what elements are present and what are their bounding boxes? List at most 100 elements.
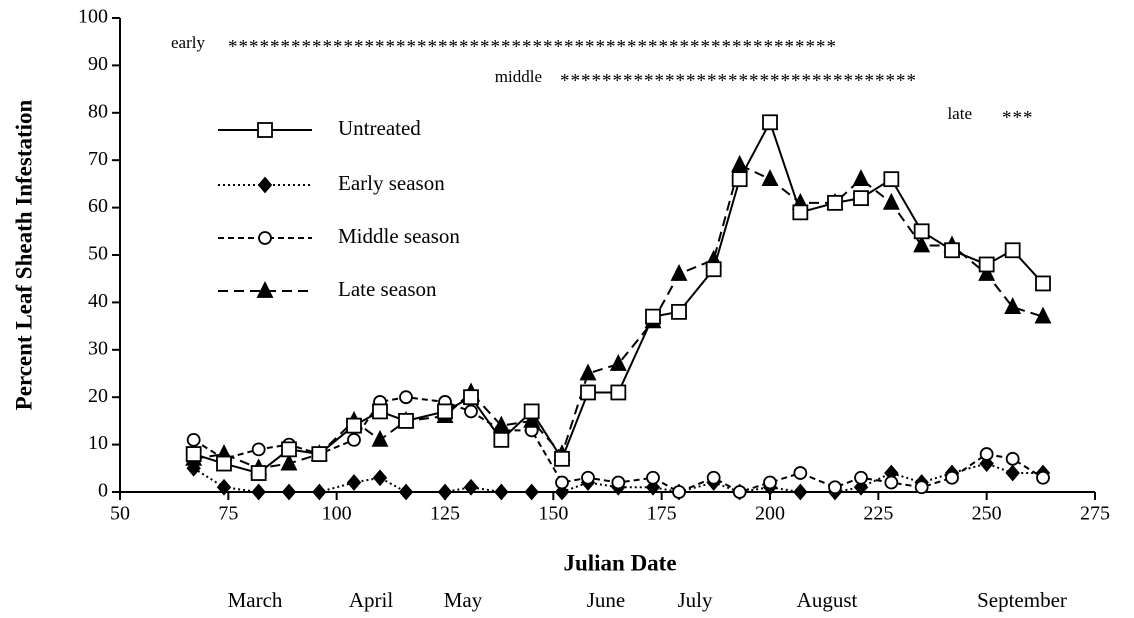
data-point [216,478,232,496]
series-line [193,119,1044,475]
x-tick-label: 175 [647,503,677,525]
annotation-marks: *** [1002,107,1034,128]
data-point [346,417,362,434]
data-point [251,483,266,501]
x-tick-label: 50 [110,503,130,525]
data-point [913,223,930,240]
data-point [884,475,899,490]
data-point [311,446,328,462]
x-tick-label: 225 [863,503,893,525]
data-point [579,363,597,381]
month-label: May [444,588,483,612]
data-point [281,441,297,458]
month-label: September [977,588,1067,612]
y-tick-label: 40 [88,290,108,312]
data-point [581,470,595,485]
data-point [492,415,510,433]
data-point [672,485,686,499]
data-point [437,403,453,420]
data-point [371,429,389,447]
data-point [185,446,202,462]
x-tick-label: 125 [430,503,460,525]
data-point [732,485,747,499]
legend-marker [256,280,274,298]
data-point [251,442,266,457]
x-tick-label: 150 [538,503,568,525]
month-label: March [228,588,283,612]
legend-label: Untreated [338,116,421,140]
data-point [611,475,626,490]
legend-label: Late season [338,277,437,301]
legend-marker [257,122,273,138]
month-label: June [587,588,626,612]
data-point [731,154,749,172]
y-tick-label: 90 [88,53,108,75]
data-point [828,480,842,495]
y-tick-label: 30 [88,337,108,359]
x-tick-label: 100 [322,503,352,525]
data-point [827,194,843,211]
data-point [437,483,453,501]
y-tick-label: 0 [98,480,108,502]
data-point [913,235,931,253]
data-point [346,474,362,491]
series-line [193,462,1043,494]
data-point [554,450,570,467]
legend-label: Early season [338,171,445,195]
data-point [464,404,478,419]
data-point [1036,470,1050,485]
annotation-label: middle [495,67,542,86]
data-point [646,470,660,485]
data-point [398,483,414,501]
legend-label: Middle season [338,224,460,248]
data-point [882,192,900,210]
data-point [610,384,627,401]
data-point [1004,242,1021,259]
y-tick-label: 100 [78,6,108,28]
data-point [883,171,900,188]
data-point [1005,451,1020,466]
data-point [398,412,414,429]
data-point [281,483,297,501]
month-label: August [797,588,858,612]
y-tick-label: 80 [88,100,108,122]
data-point [523,403,540,420]
series-line [193,163,1044,470]
data-point [1004,297,1022,315]
x-tick-label: 275 [1080,503,1110,525]
data-point [852,169,870,187]
data-point [216,455,232,472]
x-tick-label: 200 [755,503,785,525]
data-point [186,432,201,447]
data-point [399,390,413,405]
data-point [524,483,539,501]
data-point [853,190,869,207]
data-point [463,478,479,496]
data-point [645,308,661,325]
data-point [762,114,778,131]
x-tick-label: 250 [972,503,1002,525]
data-point [978,263,996,281]
annotation-marks: ********************************** [560,70,917,91]
y-tick-label: 60 [88,195,108,217]
data-point [706,470,721,485]
data-point [494,483,509,501]
data-point [731,171,748,188]
data-point [580,384,596,401]
data-point [979,447,994,461]
legend-marker [257,176,273,194]
x-axis-label: Julian Date [563,550,676,575]
y-tick-label: 50 [88,243,108,265]
data-point [793,466,808,480]
data-point [463,389,479,406]
annotation-label: late [947,104,972,123]
data-point [523,410,541,428]
y-axis-label: Percent Leaf Sheath Infestation [11,99,36,410]
data-point [914,480,929,495]
data-point [670,263,688,281]
data-point [280,453,298,471]
data-point [372,403,388,420]
data-point [372,469,388,487]
data-point [1005,464,1020,482]
